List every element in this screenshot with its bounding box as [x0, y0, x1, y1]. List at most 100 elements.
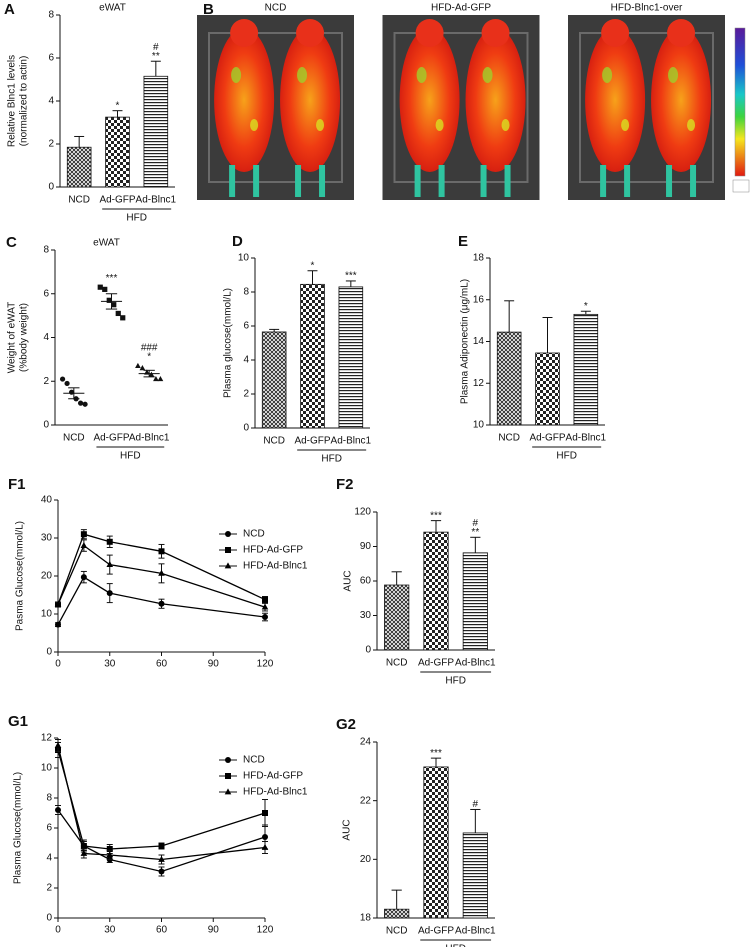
panel-label: B	[203, 1, 214, 18]
y-tick-label: 8	[243, 287, 249, 298]
image-label: NCD	[265, 3, 287, 14]
significance-label: **	[471, 527, 479, 538]
significance-label: #	[153, 42, 159, 53]
group-label: HFD	[445, 676, 466, 687]
bar	[384, 584, 410, 651]
point	[64, 380, 70, 387]
mouse-spot	[668, 67, 679, 83]
marker	[54, 600, 62, 607]
point	[148, 371, 155, 377]
mouse-signal	[214, 28, 275, 172]
bar	[462, 552, 488, 651]
point	[77, 400, 84, 406]
x-tick-label: NCD	[263, 436, 285, 447]
x-tick-label: Ad-GFP	[418, 926, 454, 937]
significance-label: #	[473, 518, 479, 529]
significance-label: **	[152, 51, 160, 62]
x-tick-label: 120	[257, 925, 274, 936]
mouse-leg	[438, 165, 445, 197]
panel-label: F1	[8, 476, 26, 493]
legend-marker	[224, 788, 232, 795]
y-axis-label: Plasma Adiponectin (μg/mL)	[460, 279, 471, 404]
panel-label: C	[6, 234, 17, 251]
marker	[106, 538, 113, 545]
y-axis-label: Relative Blnc1 levels	[7, 55, 18, 147]
x-tick-label: 90	[208, 925, 220, 936]
legend-label: HFD-Ad-GFP	[243, 545, 303, 556]
legend-label: NCD	[243, 755, 265, 766]
marker	[106, 851, 114, 858]
x-tick-label: Ad-GFP	[294, 436, 330, 447]
x-tick-label: NCD	[498, 433, 520, 444]
x-tick-label: Ad-Blnc1	[455, 658, 496, 669]
y-axis-label: AUC	[342, 819, 353, 840]
y-tick-label: 8	[46, 793, 52, 804]
legend-label: HFD-Ad-GFP	[243, 771, 303, 782]
y-tick-label: 4	[243, 355, 249, 366]
mouse-signal	[585, 28, 646, 172]
mouse-head	[415, 19, 444, 47]
bar	[261, 331, 287, 429]
x-tick-label: NCD	[386, 926, 408, 937]
x-tick-label: Ad-GFP	[93, 433, 129, 444]
marker	[261, 843, 269, 850]
group-label: HFD	[556, 451, 577, 462]
y-tick-label: 8	[48, 10, 54, 21]
image-plate	[579, 32, 714, 183]
marker	[80, 849, 88, 856]
y-tick-label: 8	[43, 245, 49, 256]
mouse-head	[601, 19, 630, 47]
legend-marker	[225, 773, 231, 779]
significance-label: ***	[106, 273, 118, 284]
mouse-signal	[465, 28, 526, 172]
y-axis-label: AUC	[343, 570, 354, 591]
mouse-leg	[600, 165, 607, 197]
y-tick-label: 10	[238, 253, 250, 264]
point	[153, 375, 159, 382]
image-label: HFD-Ad-GFP	[431, 3, 491, 14]
y-tick-label: 0	[46, 913, 52, 924]
mouse-spot	[482, 67, 493, 83]
y-tick-label: 20	[360, 854, 372, 865]
group-label: HFD	[126, 213, 147, 224]
point	[115, 310, 121, 317]
x-tick-label: Ad-GFP	[418, 658, 454, 669]
bar	[535, 352, 560, 426]
point	[120, 315, 126, 321]
point	[139, 365, 146, 371]
y-tick-label: 0	[365, 645, 371, 656]
mouse-spot	[501, 119, 510, 131]
marker	[262, 596, 268, 603]
mouse-signal	[399, 28, 460, 172]
significance-label: *	[116, 100, 120, 111]
significance-label: *	[584, 301, 588, 312]
bar	[300, 283, 325, 429]
group-label: HFD	[445, 944, 466, 947]
legend-label: HFD-Ad-Blnc1	[243, 561, 308, 572]
bar	[143, 75, 169, 188]
panel-label: G2	[336, 716, 356, 733]
mouse-leg	[295, 165, 302, 197]
mouse-head	[481, 19, 510, 47]
y-tick-label: 2	[243, 389, 249, 400]
marker	[158, 855, 165, 862]
mouse-spot	[621, 119, 630, 131]
marker	[80, 843, 87, 849]
y-tick-label: 16	[473, 294, 485, 305]
x-tick-label: 60	[156, 659, 168, 670]
marker	[158, 868, 165, 875]
significance-label: ***	[430, 748, 442, 759]
point	[82, 401, 88, 407]
y-tick-label: 2	[43, 376, 49, 387]
y-tick-label: 0	[48, 182, 54, 193]
marker	[262, 834, 268, 840]
y-tick-label: 12	[41, 733, 53, 744]
marker	[261, 603, 269, 610]
panel-label: F2	[336, 476, 354, 493]
y-tick-label: 6	[48, 53, 54, 64]
y-axis-label: Plasma Glucose(mmol/L)	[13, 772, 24, 884]
bar	[462, 832, 488, 919]
y-tick-label: 10	[41, 763, 53, 774]
